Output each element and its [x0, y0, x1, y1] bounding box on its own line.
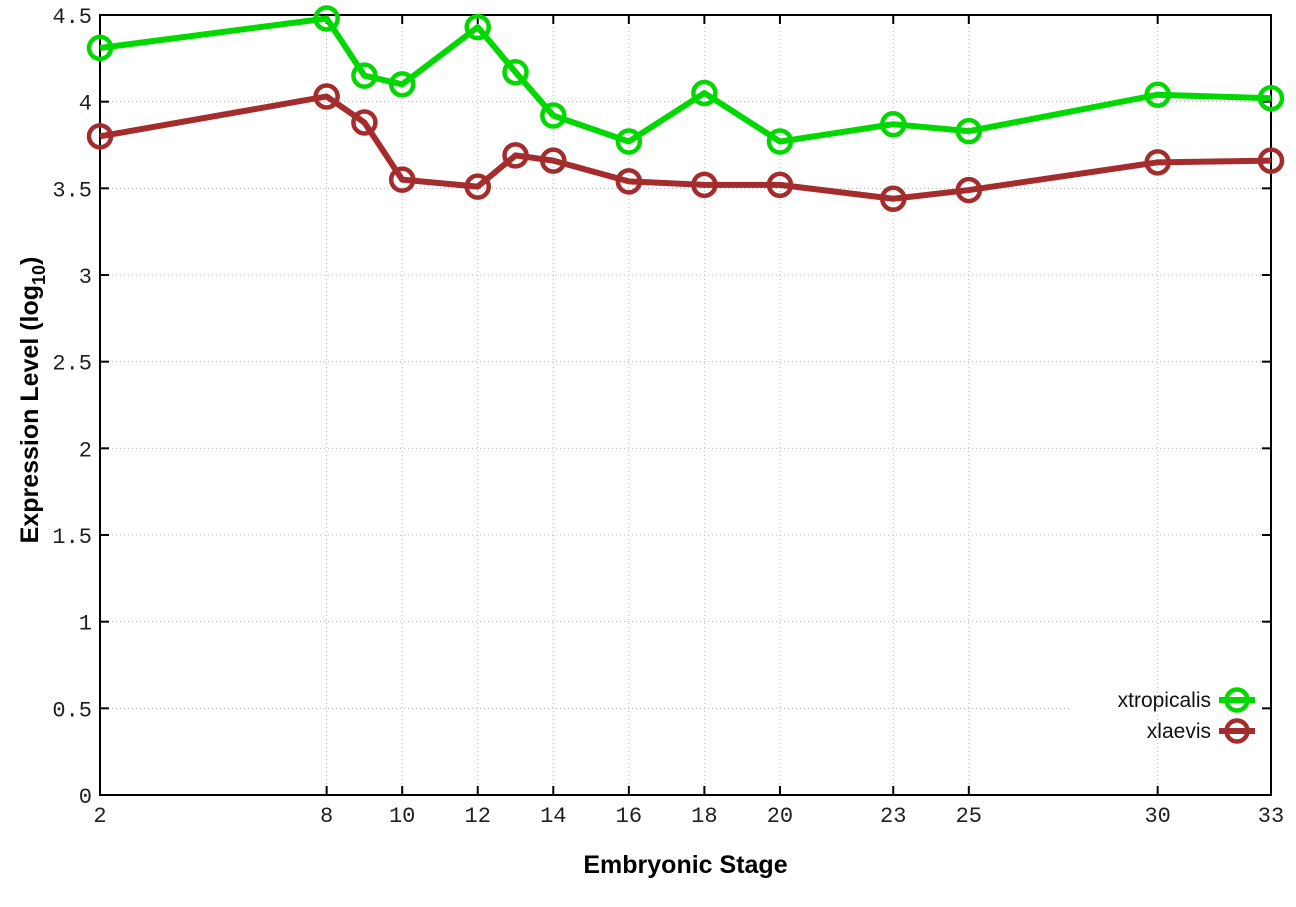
series-line-xlaevis — [99, 93, 1272, 202]
data-point-xtropicalis-stage-30 — [1144, 81, 1171, 108]
data-point-xlaevis-stage-13 — [502, 142, 529, 169]
y-tick-label: 0.5 — [52, 698, 92, 723]
y-tick-label: 2.5 — [52, 352, 92, 377]
x-tick-label: 25 — [956, 804, 982, 829]
x-axis-title: Embryonic Stage — [583, 851, 787, 879]
legend-sample-marker-xtropicalis — [1224, 687, 1250, 713]
legend-label-xlaevis: xlaevis — [1147, 720, 1211, 743]
x-tick-label: 33 — [1258, 804, 1284, 829]
y-axis-title-close: ) — [16, 257, 44, 265]
data-point-xtropicalis-stage-23 — [880, 110, 907, 138]
plot-border — [99, 14, 1272, 796]
x-tick-label: 18 — [691, 804, 717, 829]
tick-labels: 2 8 10 12 14 16 18 20 23 25 30 33 0 0.5 1 1.5 2 2.5 3 3.5 4 4… — [52, 5, 1284, 829]
x-tick-label: 23 — [880, 804, 906, 829]
data-point-xlaevis-stage-20 — [766, 171, 794, 199]
x-tick-label: 10 — [389, 804, 415, 829]
data-point-xlaevis-stage-14 — [540, 147, 567, 174]
data-point-xtropicalis-stage-16 — [615, 128, 643, 155]
x-tick-label: 14 — [540, 804, 566, 829]
legend-sample-marker-xlaevis — [1224, 718, 1250, 744]
data-point-xlaevis-stage-2 — [86, 123, 114, 150]
y-tick-label: 3 — [79, 265, 92, 290]
data-point-xtropicalis-stage-8 — [313, 5, 340, 32]
axes — [99, 14, 1272, 796]
data-point-xlaevis-stage-12 — [464, 173, 491, 200]
data-point-xlaevis-stage-8 — [313, 83, 340, 110]
data-point-xlaevis-stage-18 — [691, 171, 718, 199]
y-tick-label: 4 — [79, 92, 92, 117]
y-tick-label: 0 — [79, 785, 92, 810]
data-point-xtropicalis-stage-20 — [766, 128, 794, 155]
legend-row-xlaevis: xlaevis — [1147, 718, 1255, 744]
series-xtropicalis — [86, 5, 1285, 155]
y-tick-label: 1.5 — [52, 525, 92, 550]
x-tick-label: 30 — [1144, 804, 1170, 829]
legend: xtropicalis xlaevis — [1118, 687, 1255, 744]
data-point-xtropicalis-stage-13 — [502, 58, 529, 86]
y-tick-label: 3.5 — [52, 178, 92, 203]
series-xlaevis — [86, 83, 1285, 212]
x-tick-label: 16 — [616, 804, 642, 829]
data-point-xtropicalis-stage-9 — [351, 62, 378, 89]
data-point-xtropicalis-stage-25 — [955, 117, 983, 145]
y-tick-label: 1 — [79, 612, 92, 637]
legend-label-xtropicalis: xtropicalis — [1118, 689, 1211, 712]
y-tick-label: 4.5 — [52, 5, 92, 30]
data-point-xlaevis-stage-23 — [880, 185, 907, 212]
x-tick-label: 12 — [465, 804, 491, 829]
data-point-xtropicalis-stage-10 — [388, 71, 416, 98]
x-tick-label: 2 — [93, 804, 106, 829]
y-axis-title-main: Expression Level (log — [16, 285, 44, 543]
x-tick-label: 8 — [320, 804, 333, 829]
data-point-xtropicalis-stage-18 — [691, 79, 718, 107]
data-point-xlaevis-stage-16 — [615, 168, 643, 195]
data-point-xlaevis-stage-30 — [1144, 149, 1171, 176]
y-tick-label: 2 — [79, 438, 92, 463]
data-point-xtropicalis-stage-14 — [540, 102, 567, 129]
data-point-xtropicalis-stage-33 — [1257, 84, 1285, 112]
legend-row-xtropicalis: xtropicalis — [1118, 687, 1255, 713]
data-point-xlaevis-stage-10 — [388, 166, 416, 193]
series-line-xtropicalis — [99, 15, 1272, 145]
data-point-xlaevis-stage-25 — [955, 176, 983, 204]
data-point-xtropicalis-stage-2 — [86, 34, 114, 62]
y-axis-title: Expression Level (log10) — [16, 257, 49, 544]
y-axis-title-subscript: 10 — [29, 265, 49, 285]
x-tick-label: 20 — [767, 804, 793, 829]
data-point-xtropicalis-stage-12 — [464, 13, 491, 41]
data-point-xlaevis-stage-9 — [351, 109, 378, 136]
data-point-xlaevis-stage-33 — [1257, 147, 1285, 174]
gridlines — [100, 15, 1271, 795]
